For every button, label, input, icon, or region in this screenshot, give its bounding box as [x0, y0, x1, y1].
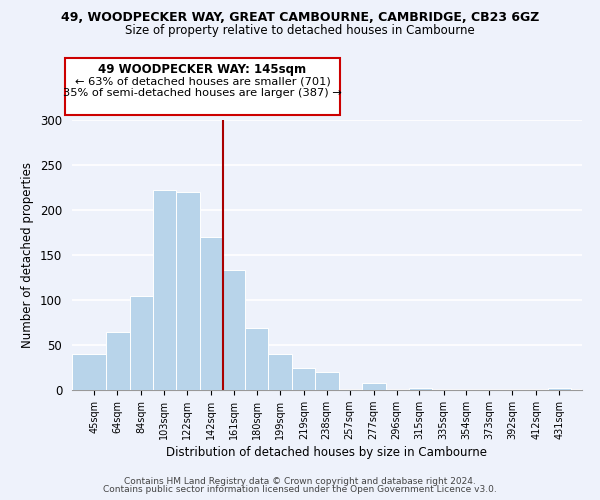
Bar — [409, 388, 432, 390]
Bar — [176, 192, 200, 390]
Text: 35% of semi-detached houses are larger (387) →: 35% of semi-detached houses are larger (… — [63, 88, 342, 98]
Bar — [152, 190, 176, 390]
Bar — [72, 354, 106, 390]
Text: 49 WOODPECKER WAY: 145sqm: 49 WOODPECKER WAY: 145sqm — [98, 63, 307, 76]
Text: 49, WOODPECKER WAY, GREAT CAMBOURNE, CAMBRIDGE, CB23 6GZ: 49, WOODPECKER WAY, GREAT CAMBOURNE, CAM… — [61, 11, 539, 24]
Y-axis label: Number of detached properties: Number of detached properties — [22, 162, 34, 348]
X-axis label: Distribution of detached houses by size in Cambourne: Distribution of detached houses by size … — [167, 446, 487, 459]
Bar — [315, 372, 340, 390]
Bar — [245, 328, 268, 390]
Bar — [130, 296, 152, 390]
Text: Size of property relative to detached houses in Cambourne: Size of property relative to detached ho… — [125, 24, 475, 37]
Bar — [106, 332, 130, 390]
Bar — [292, 368, 315, 390]
Text: ← 63% of detached houses are smaller (701): ← 63% of detached houses are smaller (70… — [74, 76, 331, 86]
Bar — [362, 383, 386, 390]
Bar — [223, 270, 245, 390]
Text: Contains HM Land Registry data © Crown copyright and database right 2024.: Contains HM Land Registry data © Crown c… — [124, 477, 476, 486]
Text: Contains public sector information licensed under the Open Government Licence v3: Contains public sector information licen… — [103, 485, 497, 494]
Bar — [200, 237, 223, 390]
Bar — [268, 354, 292, 390]
Bar — [548, 388, 571, 390]
